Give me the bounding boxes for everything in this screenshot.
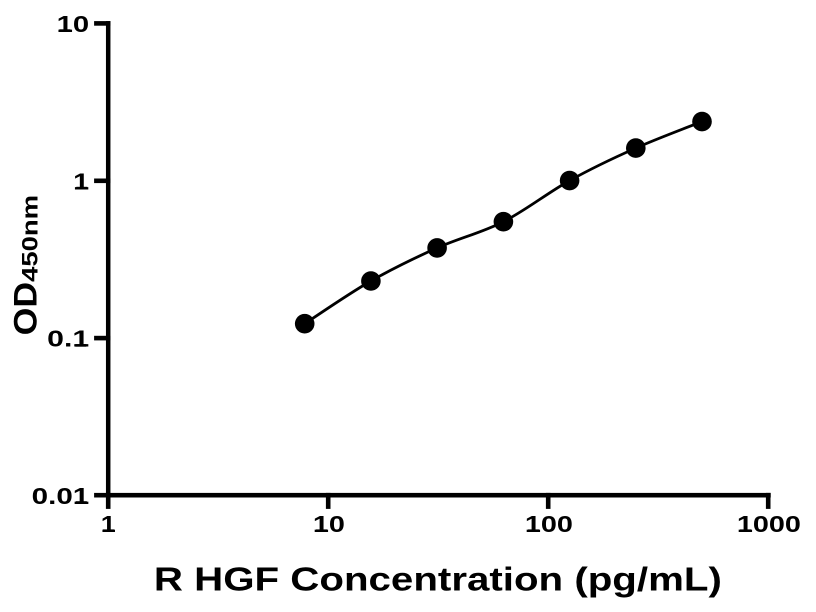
svg-text:1: 1 [101,511,116,537]
svg-text:10: 10 [57,11,90,37]
svg-text:0.1: 0.1 [47,326,89,352]
svg-text:1000: 1000 [737,511,801,537]
svg-text:450nm: 450nm [18,195,43,282]
svg-text:0.01: 0.01 [32,483,90,509]
svg-text:OD: OD [7,282,43,336]
svg-text:100: 100 [525,511,573,537]
svg-text:R HGF Concentration (pg/mL): R HGF Concentration (pg/mL) [154,560,722,597]
svg-text:1: 1 [73,168,89,194]
svg-text:10: 10 [313,511,345,537]
